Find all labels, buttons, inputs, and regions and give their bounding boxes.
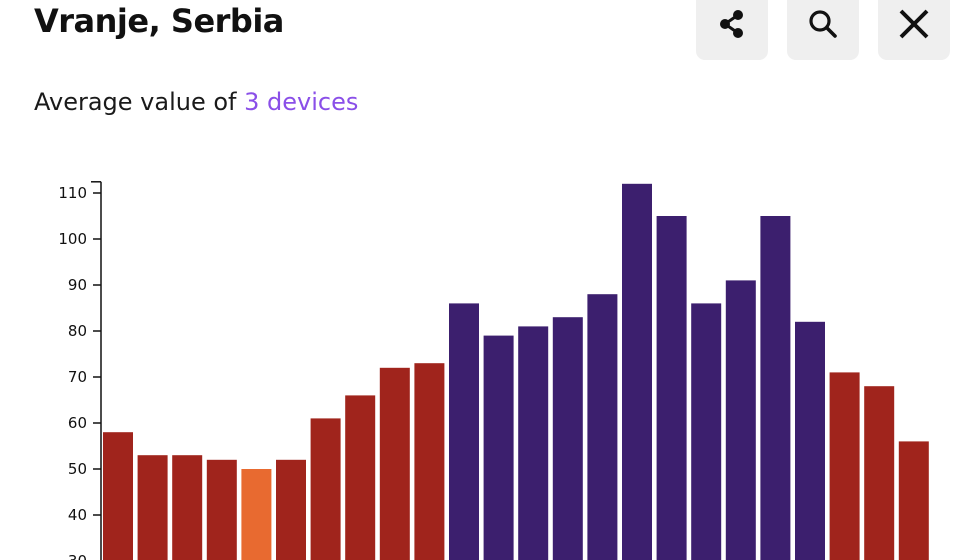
bar [414,363,445,560]
bar [829,372,860,560]
bar [241,469,272,560]
y-tick-label: 100 [58,230,87,248]
share-icon [720,10,743,38]
bar [622,183,652,560]
bar [760,216,791,560]
y-tick-label: 90 [68,276,87,294]
subtitle: Average value of 3 devices [34,88,358,116]
bar [310,418,341,560]
bar [276,459,306,560]
bar [483,335,514,560]
share-button[interactable] [696,0,768,60]
y-tick-label: 70 [68,368,87,386]
bar [449,303,479,560]
subtitle-prefix: Average value of [34,88,245,116]
y-tick-label: 30 [68,552,87,560]
bar [691,303,722,560]
bar [172,455,203,560]
bar [103,432,133,560]
bar [518,326,549,560]
close-button[interactable] [878,0,950,60]
y-tick-label: 110 [58,184,87,202]
y-tick-label: 60 [68,414,87,432]
close-icon [899,9,929,39]
bar [137,455,168,560]
y-tick-label: 50 [68,460,87,478]
devices-link[interactable]: 3 devices [244,88,359,116]
bar [898,441,929,560]
header-actions [696,0,950,60]
bar [552,317,583,560]
bar [206,459,237,560]
bar [379,367,410,560]
bar [656,216,687,560]
search-icon [809,10,837,38]
bar [864,386,895,560]
bar [795,321,825,560]
bar [587,294,618,560]
search-button[interactable] [787,0,859,60]
bar [725,280,756,560]
bar [345,395,376,560]
page-title: Vranje, Serbia [34,2,284,40]
y-tick-label: 80 [68,322,87,340]
y-tick-label: 40 [68,506,87,524]
